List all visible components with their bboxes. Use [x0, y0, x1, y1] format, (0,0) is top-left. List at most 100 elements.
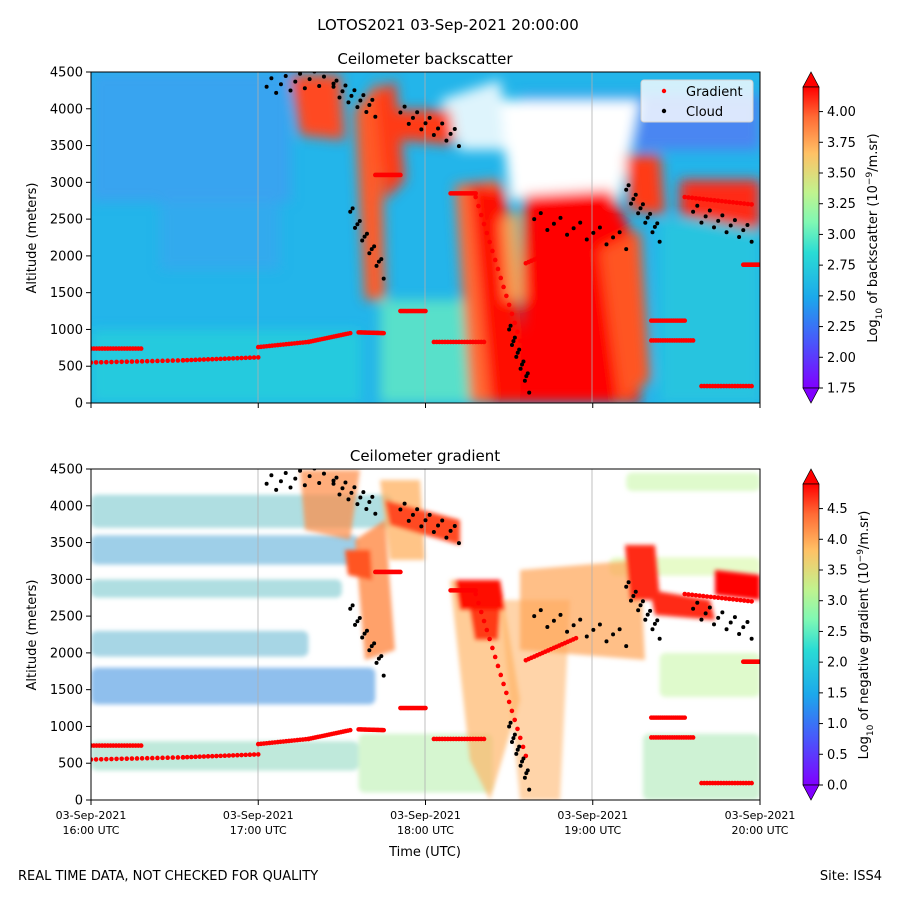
cloud-point: [278, 82, 283, 87]
cloud-point: [327, 67, 331, 71]
y-tick-label: 4000: [50, 499, 83, 514]
gradient-point: [381, 330, 386, 336]
gradient-point: [730, 200, 736, 205]
cloud-point: [264, 84, 269, 89]
gradient-point: [682, 591, 688, 597]
gradient-point: [682, 194, 688, 200]
cloud-point: [364, 109, 369, 114]
cloud-point: [655, 618, 660, 623]
gradient-point: [104, 359, 109, 365]
gradient-colorbar-ticks: 0.0 0.5 1.0 1.5 2.0 2.5 3.0 3.5 4.0 4.5: [819, 502, 848, 794]
x-tick-date: 03-Sep-2021: [725, 809, 796, 822]
cloud-point: [436, 126, 441, 131]
cloud-point: [406, 121, 411, 126]
gradient-point: [239, 355, 244, 361]
cloud-point: [358, 98, 363, 103]
cloud-point: [626, 183, 631, 188]
cloud-point: [532, 217, 537, 222]
gradient-point: [170, 755, 176, 760]
x-tick-time: 18:00 UTC: [397, 824, 454, 837]
gradient-point: [495, 663, 501, 669]
gradient-point: [98, 756, 104, 762]
cloud-point: [597, 622, 602, 627]
gradient-point: [398, 569, 403, 575]
gradient-point: [701, 196, 706, 202]
cloud-point: [360, 635, 365, 640]
cloud-point: [631, 593, 636, 598]
cloud-point: [362, 234, 367, 239]
cloud-point: [415, 110, 420, 115]
cloud-point: [374, 660, 379, 665]
gradient-point: [255, 355, 261, 360]
gradient-point: [481, 736, 487, 742]
cloud-point: [597, 225, 602, 230]
gradient-point: [504, 690, 509, 696]
cloud-point: [558, 612, 563, 617]
cloud-point: [657, 636, 662, 641]
gradient-point: [745, 598, 751, 604]
gradient-point: [247, 355, 253, 361]
gradient-point: [423, 308, 428, 314]
cloud-point: [327, 464, 331, 468]
gradient-point: [504, 293, 509, 299]
colorbar-tick-label: 4.00: [827, 105, 856, 120]
gradient-point: [243, 752, 249, 758]
gradient-point: [193, 754, 198, 760]
cloud-point: [369, 644, 374, 649]
cloud-point: [376, 656, 381, 661]
colorbar-tick-label: 4.0: [827, 533, 848, 548]
gradient-point: [205, 754, 211, 759]
cloud-point: [749, 636, 754, 641]
backscatter-colorbar-ticks: 1.75 2.00 2.25 2.50 2.75 3.00 3.25 3.50 3.75 4.00: [819, 105, 856, 397]
y-tick-label: 500: [58, 757, 83, 772]
gradient-point: [230, 753, 236, 758]
quality-disclaimer: REAL TIME DATA, NOT CHECKED FOR QUALITY: [18, 869, 319, 884]
cloud-point: [695, 203, 700, 208]
gradient-point: [129, 359, 135, 364]
cloud-point: [364, 231, 369, 236]
gradient-point: [144, 755, 150, 761]
backscatter-ylabel: Altitude (meters): [25, 183, 40, 294]
cloud-point: [360, 238, 365, 243]
cloud-point: [591, 627, 596, 632]
cloud-point: [545, 624, 550, 629]
cloud-point: [350, 206, 355, 211]
legend-gradient-label: Gradient: [686, 85, 743, 100]
cloud-point: [370, 97, 375, 102]
x-tick-date: 03-Sep-2021: [390, 809, 461, 822]
cloud-point: [512, 335, 517, 340]
cloud-point: [331, 81, 336, 86]
cloud-point: [321, 471, 326, 476]
gradient-point: [498, 672, 504, 678]
cloud-point: [538, 211, 543, 216]
cloud-point: [372, 244, 377, 249]
cloud-point: [527, 390, 532, 395]
cloud-point: [657, 239, 662, 244]
cloud-point: [348, 606, 353, 611]
y-tick-label: 4500: [50, 66, 83, 81]
cloud-point: [415, 507, 420, 512]
gradient-point: [160, 755, 165, 761]
gradient-point: [98, 359, 104, 365]
gradient-point: [723, 596, 728, 601]
gradient-point: [93, 360, 99, 365]
cloud-point: [355, 222, 360, 227]
cloud-point: [720, 213, 725, 218]
gradient-point: [235, 752, 240, 758]
gradient-point: [124, 756, 130, 761]
gradient-point: [170, 358, 176, 363]
cloud-point: [745, 222, 750, 227]
cloud-point: [398, 507, 403, 512]
gradient-point: [150, 358, 155, 364]
cloud-point: [636, 608, 641, 613]
gradient-x-ticks: 03-Sep-2021 16:00 UTC 03-Sep-2021 17:00 UTC…: [56, 800, 796, 837]
gradient-band: [358, 733, 493, 793]
cloud-point: [374, 263, 379, 268]
cloud-point: [398, 110, 403, 115]
gradient-point: [398, 172, 403, 178]
cloud-point: [367, 251, 372, 256]
backscatter-panel: Ceilometer backscatter: [25, 50, 885, 412]
cloud-point: [452, 524, 457, 529]
gradient-point: [757, 659, 760, 665]
gradient-point: [498, 275, 504, 281]
